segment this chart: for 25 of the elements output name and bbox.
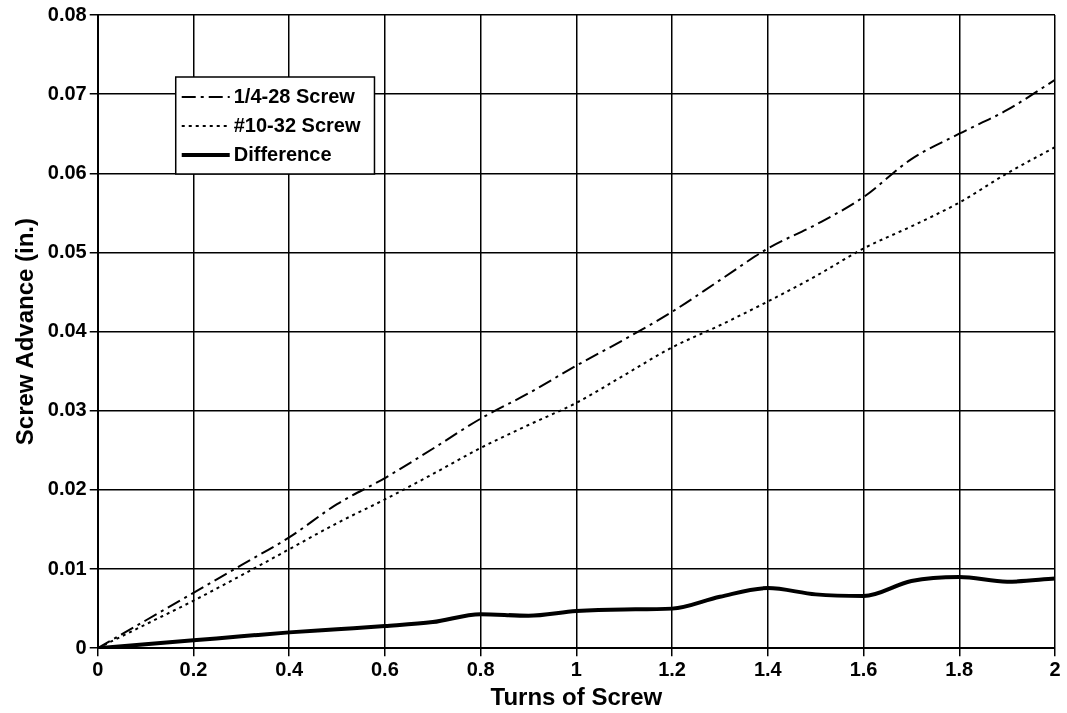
- legend-label: Difference: [233, 142, 332, 165]
- y-tick-label: 0.02: [47, 477, 87, 500]
- y-tick-label: 0.06: [47, 160, 87, 183]
- y-tick-label: 0.07: [47, 81, 87, 104]
- y-tick-label: 0.01: [47, 556, 87, 579]
- x-tick-label: 1.6: [849, 657, 878, 680]
- x-tick-label: 1.8: [945, 657, 974, 680]
- x-tick-label: 0.4: [275, 657, 304, 680]
- y-axis-title: Screw Advance (in.): [11, 218, 39, 446]
- y-tick-label: 0: [75, 635, 87, 658]
- y-tick-label: 0.05: [47, 239, 87, 262]
- x-tick-label: 0.2: [179, 657, 208, 680]
- x-tick-label: 2: [1049, 657, 1061, 680]
- x-axis-title: Turns of Screw: [490, 683, 663, 711]
- legend-label: #10-32 Screw: [233, 113, 361, 136]
- x-tick-label: 0: [92, 657, 104, 680]
- x-tick-label: 1: [570, 657, 582, 680]
- y-tick-label: 0.04: [47, 319, 88, 342]
- x-tick-label: 0.6: [371, 657, 399, 680]
- x-tick-label: 0.8: [466, 657, 495, 680]
- legend-label: 1/4-28 Screw: [233, 84, 356, 107]
- x-tick-label: 1.2: [658, 657, 686, 680]
- x-tick-label: 1.4: [753, 657, 783, 680]
- y-tick-label: 0.03: [47, 398, 87, 421]
- y-tick-label: 0.08: [47, 2, 87, 25]
